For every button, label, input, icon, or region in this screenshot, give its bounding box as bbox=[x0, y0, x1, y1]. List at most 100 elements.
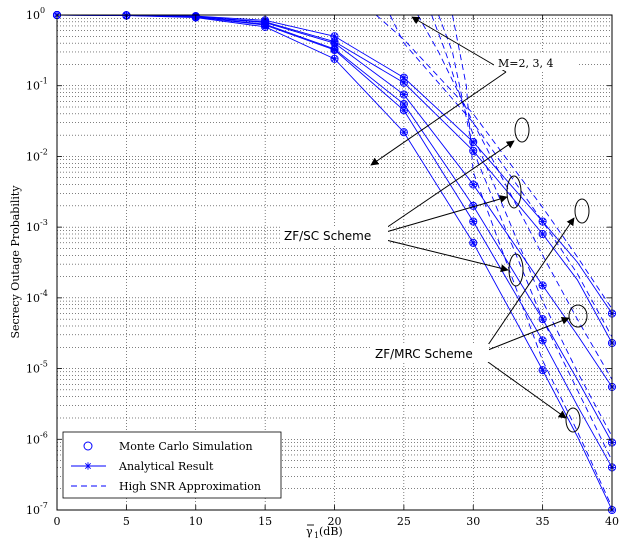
x-tick-label-3: 15 bbox=[258, 515, 272, 528]
y-tick-label-exponent: -6 bbox=[40, 430, 48, 439]
approx-line-mrc-m2 bbox=[389, 14, 613, 338]
x-axis-label-subscript: 1 bbox=[314, 531, 319, 540]
analytic-marker-mrc-m4 bbox=[330, 55, 339, 63]
analytic-marker-sc-m2 bbox=[400, 74, 408, 82]
analytic-marker-mrc-m4 bbox=[539, 366, 547, 374]
annotation-graphics bbox=[370, 16, 590, 433]
sc-ellipse-2 bbox=[506, 175, 522, 209]
analytic-marker-mrc-m3 bbox=[330, 45, 339, 53]
sim-marker-mrc-m4 bbox=[399, 128, 408, 137]
x-tick-label-8: 40 bbox=[605, 515, 619, 528]
x-tick-label-2: 10 bbox=[189, 515, 203, 528]
mrc-ellipse-2 bbox=[568, 304, 588, 328]
y-axis-label: Secrecy Outage Probability bbox=[9, 185, 22, 339]
analytic-marker-mrc-m3 bbox=[469, 202, 477, 210]
legend-label-analytical: Analytical Result bbox=[118, 460, 214, 473]
sc-ellipse-3 bbox=[508, 253, 524, 287]
y-tick-label-6: 10 -1 bbox=[26, 77, 48, 93]
annotation-mrc-backdrop bbox=[371, 344, 489, 362]
approx-line-mrc-m4 bbox=[451, 14, 613, 508]
y-tick-label-5: 10 -2 bbox=[26, 147, 48, 163]
arrow-sc-1 bbox=[385, 140, 515, 229]
y-tick-label-base: 10 bbox=[26, 504, 40, 517]
legend: Monte Carlo Simulation Analytical Result… bbox=[62, 431, 282, 499]
y-tick-label-7: 10 0 bbox=[26, 6, 45, 22]
x-axis-label: γ 1 (dB) bbox=[306, 524, 343, 540]
legend-star-glyph bbox=[84, 462, 92, 470]
analytic-marker-sc-m4 bbox=[469, 217, 477, 226]
x-tick-label-6: 30 bbox=[466, 515, 480, 528]
analytic-marker-mrc-m3 bbox=[400, 100, 408, 108]
y-tick-label-exponent: -7 bbox=[40, 501, 48, 510]
approx-line-mrc-m3 bbox=[431, 14, 613, 437]
legend-label-simulation: Monte Carlo Simulation bbox=[119, 440, 253, 453]
curves bbox=[56, 14, 613, 511]
analytic-marker-mrc-m4 bbox=[400, 128, 408, 136]
arrow-sc-2 bbox=[385, 195, 508, 233]
analytic-marker-mrc-m2 bbox=[400, 79, 408, 87]
tick-labels: 0 5 10 15 20 25 30 35 4010-710-610-510-410-310-2… bbox=[26, 6, 619, 528]
sim-marker-sc-m3 bbox=[538, 281, 547, 290]
mrc-ellipse-3 bbox=[565, 407, 581, 433]
sim-marker-mrc-m4 bbox=[261, 22, 270, 31]
annotation-sc-label: ZF/SC Scheme bbox=[284, 229, 371, 243]
legend-star-marker bbox=[84, 462, 92, 470]
sim-marker-mrc-m3 bbox=[330, 44, 339, 54]
y-tick-label-4: 10 -3 bbox=[26, 218, 48, 234]
arrow-m-down bbox=[370, 71, 507, 166]
annotation-mrc-label: ZF/MRC Scheme bbox=[375, 347, 473, 361]
x-tick-label-5: 25 bbox=[397, 515, 411, 528]
analytic-marker-sc-m3 bbox=[539, 281, 547, 290]
y-tick-label-3: 10 -4 bbox=[26, 289, 48, 305]
y-tick-label-exponent: -3 bbox=[40, 218, 48, 227]
sim-marker-mrc-m2 bbox=[538, 229, 547, 239]
x-tick-label-1: 5 bbox=[123, 515, 130, 528]
analytic-marker-mrc-m4 bbox=[469, 239, 477, 247]
y-tick-label-exponent: -5 bbox=[40, 360, 48, 369]
sim-marker-sc-m4 bbox=[469, 217, 478, 226]
mrc-ellipse-1 bbox=[574, 198, 590, 224]
legend-entry-approximation: High SNR Approximation bbox=[71, 480, 261, 493]
analytic-marker-mrc-m2 bbox=[539, 230, 547, 238]
legend-label-approximation: High SNR Approximation bbox=[119, 480, 261, 493]
sim-marker-sc-m3 bbox=[469, 180, 478, 189]
arrow-mrc-2 bbox=[487, 316, 570, 351]
analytic-marker-sc-m3 bbox=[400, 90, 408, 99]
analytic-marker-mrc-m4 bbox=[261, 23, 269, 31]
sim-marker-sc-m3 bbox=[399, 90, 408, 99]
sim-marker-mrc-m4 bbox=[469, 238, 478, 247]
analytic-marker-mrc-m2 bbox=[330, 38, 339, 46]
sim-marker-mrc-m4 bbox=[330, 54, 339, 63]
analytic-marker-sc-m2 bbox=[469, 138, 477, 146]
y-tick-label-exponent: -4 bbox=[40, 289, 48, 298]
sc-ellipse-1 bbox=[514, 117, 530, 143]
y-tick-label-base: 10 bbox=[26, 80, 40, 93]
sim-marker-mrc-m2 bbox=[399, 78, 408, 87]
legend-circle-marker bbox=[83, 441, 93, 451]
y-tick-label-base: 10 bbox=[26, 363, 40, 376]
analytic-marker-sc-m3 bbox=[469, 180, 477, 189]
annotation-m-label: M=2, 3, 4 bbox=[498, 57, 553, 70]
x-tick-label-7: 35 bbox=[536, 515, 550, 528]
y-tick-label-base: 10 bbox=[26, 150, 40, 163]
y-tick-label-base: 10 bbox=[26, 433, 40, 446]
analytic-marker-mrc-m3 bbox=[539, 315, 547, 323]
annotation-m-backdrop bbox=[494, 54, 578, 70]
analytic-line-mrc-m4 bbox=[56, 14, 613, 511]
sim-marker-mrc-m2 bbox=[469, 146, 478, 155]
approx-line-sc-m4 bbox=[438, 14, 613, 461]
arrow-sc-3 bbox=[385, 239, 509, 273]
sim-marker-sc-m2 bbox=[469, 137, 478, 147]
y-tick-label-0: 10 -7 bbox=[26, 501, 48, 517]
x-axis-label-symbol: γ bbox=[306, 525, 313, 538]
y-tick-label-2: 10 -5 bbox=[26, 360, 48, 376]
sim-marker-mrc-m4 bbox=[191, 13, 200, 22]
arrow-mrc-3 bbox=[487, 361, 567, 419]
sim-marker-sc-m4 bbox=[538, 336, 547, 345]
x-tick-label-0: 0 bbox=[54, 515, 61, 528]
y-tick-label-exponent: 0 bbox=[40, 6, 45, 15]
y-tick-label-exponent: -2 bbox=[40, 147, 48, 156]
analytic-marker-sc-m4 bbox=[539, 336, 547, 345]
legend-entry-simulation: Monte Carlo Simulation bbox=[83, 440, 253, 453]
